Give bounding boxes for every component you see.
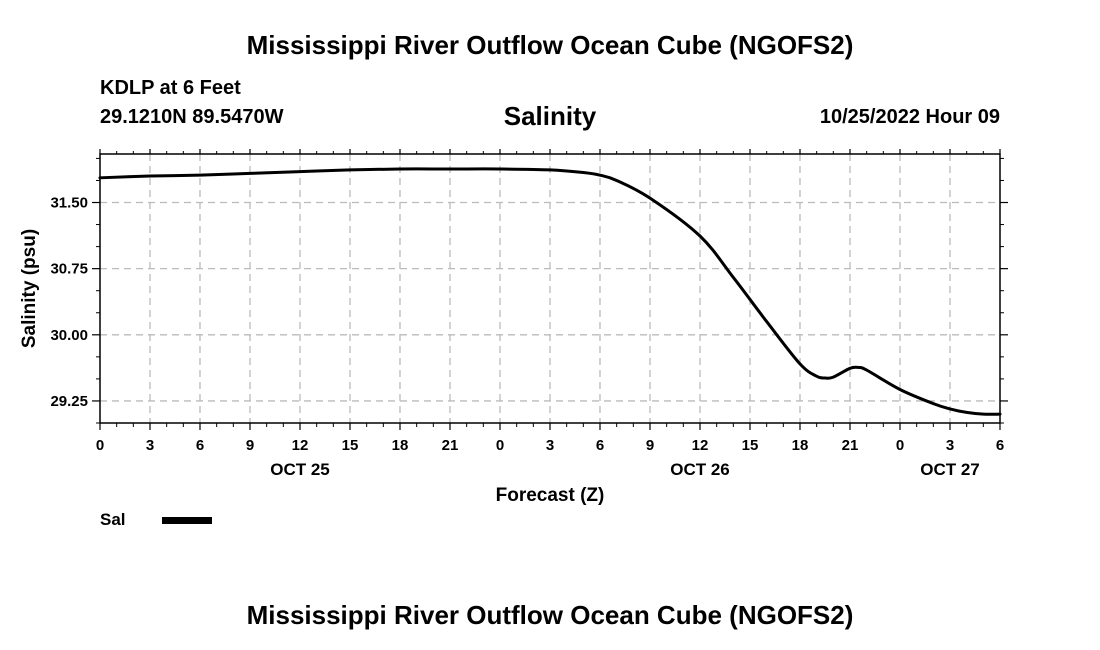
y-axis-label: Salinity (psu): [19, 229, 40, 348]
x-date-label: OCT 26: [670, 460, 730, 479]
footer-title: Mississippi River Outflow Ocean Cube (NG…: [246, 600, 854, 630]
x-tick-label: 15: [342, 437, 359, 454]
forecast-datetime: 10/25/2022 Hour 09: [819, 106, 1000, 128]
x-tick-label: 3: [146, 437, 154, 454]
x-date-label: OCT 25: [270, 460, 330, 479]
x-tick-label: 21: [842, 437, 859, 454]
x-axis-label: Forecast (Z): [496, 485, 605, 506]
plot-frame: [99, 153, 1001, 424]
x-tick-label: 18: [792, 437, 809, 454]
x-tick-label: 12: [292, 437, 309, 454]
y-tick-label: 31.50: [50, 195, 88, 212]
x-tick-label: 12: [692, 437, 709, 454]
y-tick-label: 29.25: [50, 393, 88, 410]
x-tick-label: 9: [646, 437, 654, 454]
y-tick-label: 30.00: [50, 327, 88, 344]
chart-title: Salinity: [503, 101, 597, 131]
x-tick-label: 9: [246, 437, 254, 454]
coordinates-label: 29.1210N 89.5470W: [100, 106, 284, 128]
x-tick-label: 6: [996, 437, 1004, 454]
legend-label-sal: Sal: [100, 510, 126, 529]
x-tick-label: 6: [196, 437, 204, 454]
x-tick-label: 15: [742, 437, 759, 454]
legend-swatch-sal: [162, 517, 212, 524]
x-date-label: OCT 27: [920, 460, 980, 479]
x-tick-label: 3: [946, 437, 954, 454]
x-tick-label: 0: [896, 437, 904, 454]
page-title: Mississippi River Outflow Ocean Cube (NG…: [246, 30, 854, 60]
station-label: KDLP at 6 Feet: [100, 77, 241, 99]
x-tick-label: 21: [442, 437, 459, 454]
x-tick-label: 3: [546, 437, 554, 454]
x-tick-label: 6: [596, 437, 604, 454]
series-line-sal: [98, 167, 1002, 416]
x-tick-label: 0: [96, 437, 104, 454]
y-tick-label: 30.75: [50, 261, 88, 278]
x-tick-label: 0: [496, 437, 504, 454]
x-tick-label: 18: [392, 437, 409, 454]
